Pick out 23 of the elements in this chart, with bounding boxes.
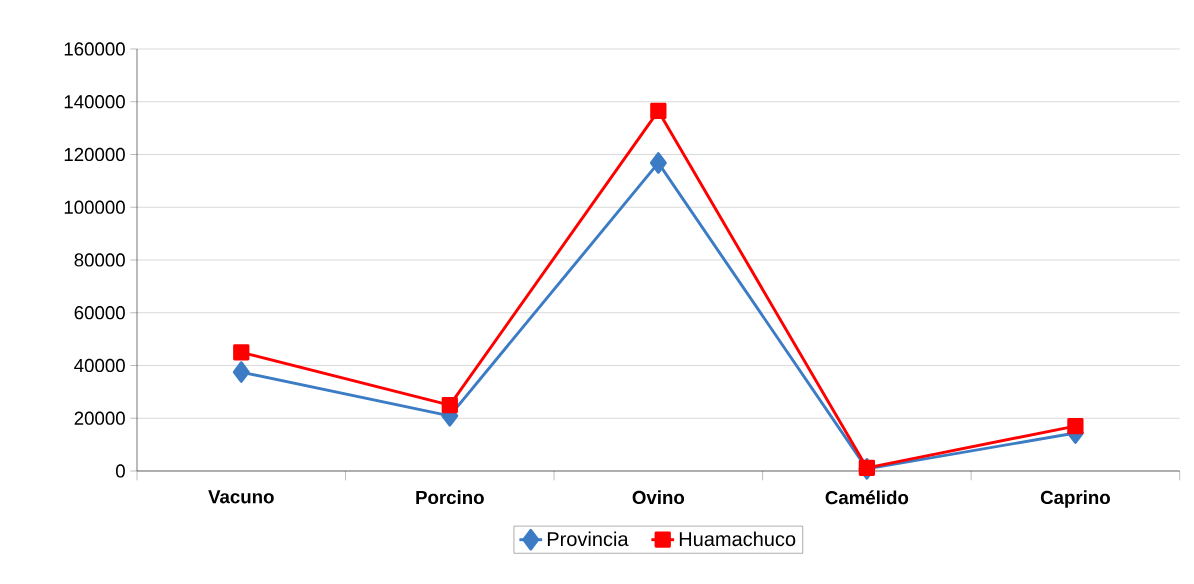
y-tick-label: 60000 (74, 306, 125, 320)
y-tick-label: 100000 (64, 200, 125, 214)
point (233, 344, 250, 361)
point (649, 152, 667, 174)
y-tick-label: 160000 (64, 42, 125, 56)
x-tick-label: Camélido (825, 490, 909, 505)
y-tick-label: 140000 (64, 95, 125, 109)
x-tick-label: Ovino (632, 490, 685, 505)
y-tick-label: 80000 (74, 253, 125, 267)
point (650, 102, 667, 120)
point (232, 361, 250, 383)
legend-label: Provincia (547, 531, 629, 547)
point (1067, 418, 1084, 435)
point (441, 396, 458, 414)
legend-label: Huamachuco (679, 531, 796, 547)
y-tick-label: 120000 (64, 147, 125, 162)
x-tick-label: Caprino (1040, 490, 1110, 508)
y-tick-label: 20000 (74, 411, 125, 425)
x-tick-label: Vacuno (208, 490, 274, 504)
x-tick-label: Porcino (416, 490, 484, 505)
point (858, 459, 876, 476)
y-tick-label: 40000 (74, 358, 125, 373)
y-tick-label: 0 (115, 464, 125, 478)
